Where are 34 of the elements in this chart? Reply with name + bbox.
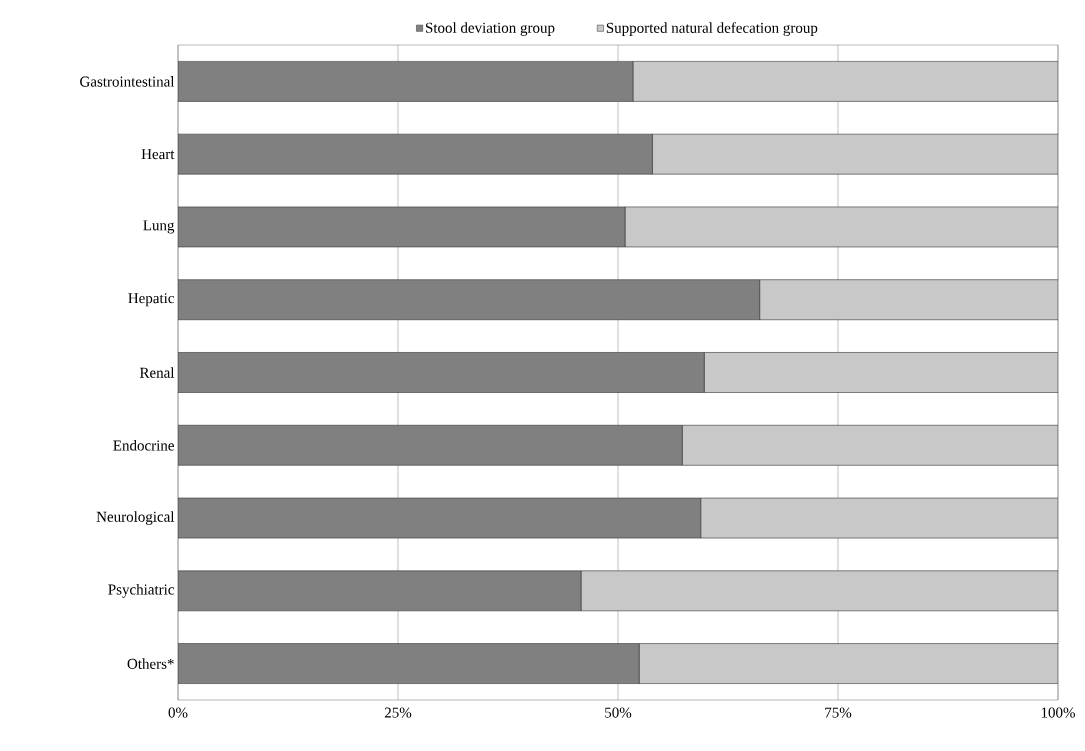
bar: [178, 352, 705, 393]
y-tick-label: Others*: [127, 658, 174, 669]
legend-label: Supported natural defecation group: [606, 22, 818, 36]
x-tick-label: 50%: [605, 707, 632, 718]
bar: [580, 570, 1058, 612]
y-tick-label: Neurological: [96, 511, 175, 525]
bar: [178, 570, 582, 612]
y-tick-label: Hepatic: [128, 293, 175, 307]
bar: [632, 61, 1058, 102]
x-tick-label: 0%: [168, 707, 188, 718]
bar: [178, 133, 653, 175]
bar: [178, 61, 634, 102]
bar: [652, 133, 1058, 175]
bar: [624, 206, 1058, 248]
y-tick-label: Lung: [143, 220, 175, 234]
x-tick-label: 25%: [384, 707, 412, 718]
x-tick-label: 75%: [825, 707, 852, 718]
bar: [700, 497, 1058, 539]
bar: [759, 279, 1058, 321]
bar: [681, 424, 1058, 466]
y-tick-label: Heart: [141, 149, 175, 160]
y-tick-label: Endocrine: [113, 440, 174, 451]
x-tick-label: 100%: [1041, 707, 1075, 718]
bar: [178, 206, 626, 248]
bar: [178, 424, 683, 466]
y-tick-label: Psychiatric: [108, 584, 175, 598]
y-tick-label: Renal: [139, 367, 175, 378]
bar: [638, 643, 1058, 684]
y-tick-label: Gastrointestinal: [80, 76, 175, 87]
bar: [178, 643, 640, 684]
bar: [703, 352, 1058, 393]
bar: [178, 279, 760, 321]
bar: [178, 497, 702, 539]
legend-label: Stool deviation group: [426, 22, 555, 36]
